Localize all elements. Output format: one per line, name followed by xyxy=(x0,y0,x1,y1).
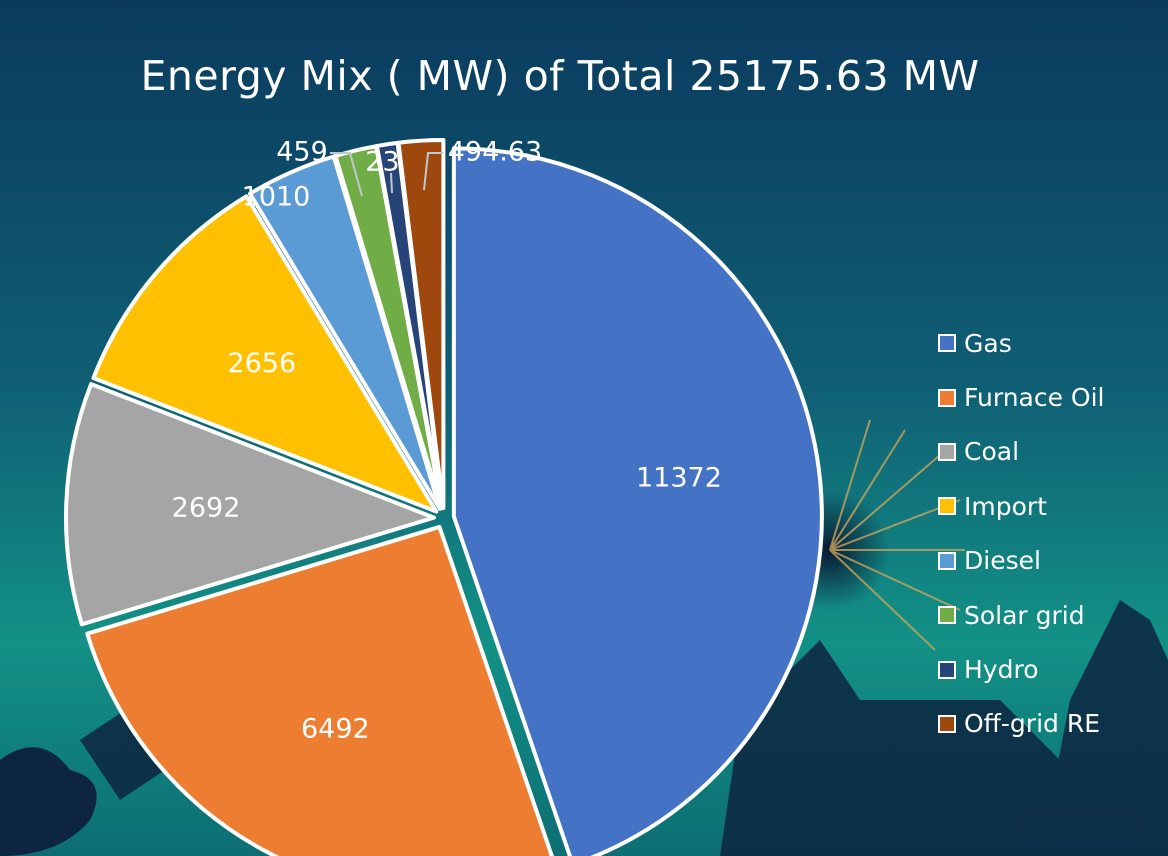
pie-slice-furnace-oil xyxy=(85,524,554,856)
pie-slice-off-grid-re xyxy=(396,138,446,511)
legend-label: Import xyxy=(964,491,1047,521)
data-label-gas: 11372 xyxy=(636,462,722,493)
legend-label: Solar grid xyxy=(964,600,1085,630)
legend-swatch xyxy=(938,388,956,407)
data-label-off-grid-re: 494.63 xyxy=(448,137,542,168)
legend-swatch xyxy=(938,714,956,733)
legend-item: Off-grid RE xyxy=(938,697,1105,751)
legend-item: Diesel xyxy=(938,534,1105,588)
legend-item: Hydro xyxy=(938,642,1105,696)
decorative-cloud-icon xyxy=(0,747,97,856)
legend-item: Coal xyxy=(938,425,1105,479)
legend: Gas Furnace Oil Coal Import Diesel Solar grid… xyxy=(938,316,1105,751)
data-label-diesel: 1010 xyxy=(242,182,311,213)
legend-label: Diesel xyxy=(964,546,1041,576)
legend-label: Hydro xyxy=(964,655,1039,685)
legend-swatch xyxy=(938,660,956,679)
decorative-chariot-icon xyxy=(80,600,1168,856)
legend-swatch xyxy=(938,334,956,353)
pie-slice-gas xyxy=(451,146,824,856)
legend-item: Gas xyxy=(938,316,1105,370)
legend-swatch xyxy=(938,497,956,516)
legend-label: Off-grid RE xyxy=(964,709,1100,739)
data-label-furnace-oil: 6492 xyxy=(301,713,370,744)
legend-swatch xyxy=(938,551,956,570)
legend-label: Gas xyxy=(964,328,1012,358)
legend-label: Furnace Oil xyxy=(964,383,1105,413)
leader-line-off-grid-re xyxy=(423,152,443,191)
legend-label: Coal xyxy=(964,437,1020,467)
data-label-solar-grid: 459 xyxy=(276,137,328,168)
legend-item: Solar grid xyxy=(938,588,1105,642)
legend-item: Furnace Oil xyxy=(938,370,1105,424)
chart-title: Energy Mix ( MW) of Total 25175.63 MW xyxy=(140,52,980,100)
data-label-import: 2656 xyxy=(227,348,296,379)
leader-line-hydro xyxy=(390,172,393,194)
leader-line-solar-grid xyxy=(330,152,363,197)
legend-swatch xyxy=(938,442,956,461)
data-label-coal: 2692 xyxy=(172,492,241,523)
pie-slice-coal xyxy=(64,382,437,627)
pie-slice-import xyxy=(91,194,439,514)
legend-item: Import xyxy=(938,479,1105,533)
legend-swatch xyxy=(938,606,956,625)
